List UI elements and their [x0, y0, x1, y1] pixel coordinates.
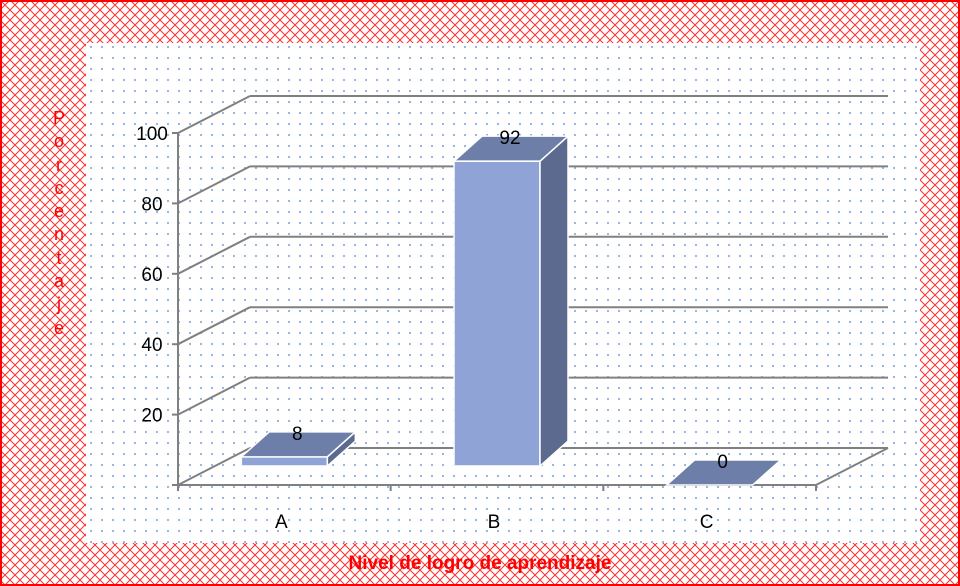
y-axis-title-letter: j — [57, 294, 61, 315]
side-gridline — [177, 306, 251, 346]
y-axis-title-letter: e — [53, 201, 64, 222]
data-label: 92 — [499, 128, 520, 149]
bar-front-face — [453, 160, 541, 467]
side-gridline — [177, 95, 251, 134]
bar-B — [452, 134, 570, 468]
x-tick-label: C — [700, 512, 714, 533]
y-axis-title-letter: P — [52, 108, 65, 128]
y-tick-label: 80 — [141, 194, 162, 215]
y-axis-title-letter: c — [54, 177, 64, 198]
data-label: 8 — [292, 424, 303, 445]
bar-A — [239, 430, 358, 468]
y-tick-label: 60 — [141, 265, 162, 286]
side-gridline — [177, 235, 251, 275]
y-axis-title-letter: t — [56, 247, 62, 268]
y-axis-title-letter: a — [53, 271, 64, 292]
bar-top-face — [239, 431, 358, 458]
side-gridline — [177, 165, 251, 205]
y-axis-title-letter: r — [56, 154, 62, 175]
bar-side-face — [539, 134, 569, 468]
y-axis-title-letter: o — [53, 131, 64, 152]
bar-front-face — [240, 456, 329, 467]
y-axis-title-letter: e — [53, 317, 64, 338]
x-tick-label: A — [275, 512, 288, 533]
bar-top-face — [452, 135, 570, 162]
x-tick-label: B — [488, 512, 501, 533]
bar-top-face — [664, 459, 783, 486]
x-axis-title: Nivel de logro de aprendizaje — [348, 553, 612, 574]
side-gridline — [177, 376, 251, 416]
bar-C — [664, 459, 783, 486]
side-gridline — [177, 447, 251, 486]
data-label: 0 — [717, 452, 728, 473]
y-tick-label: 20 — [141, 406, 162, 427]
y-tick-label: 100 — [136, 124, 168, 145]
y-tick-label: 40 — [141, 335, 162, 356]
floor-right-edge — [815, 447, 889, 486]
y-axis-title-letter: n — [53, 224, 64, 245]
